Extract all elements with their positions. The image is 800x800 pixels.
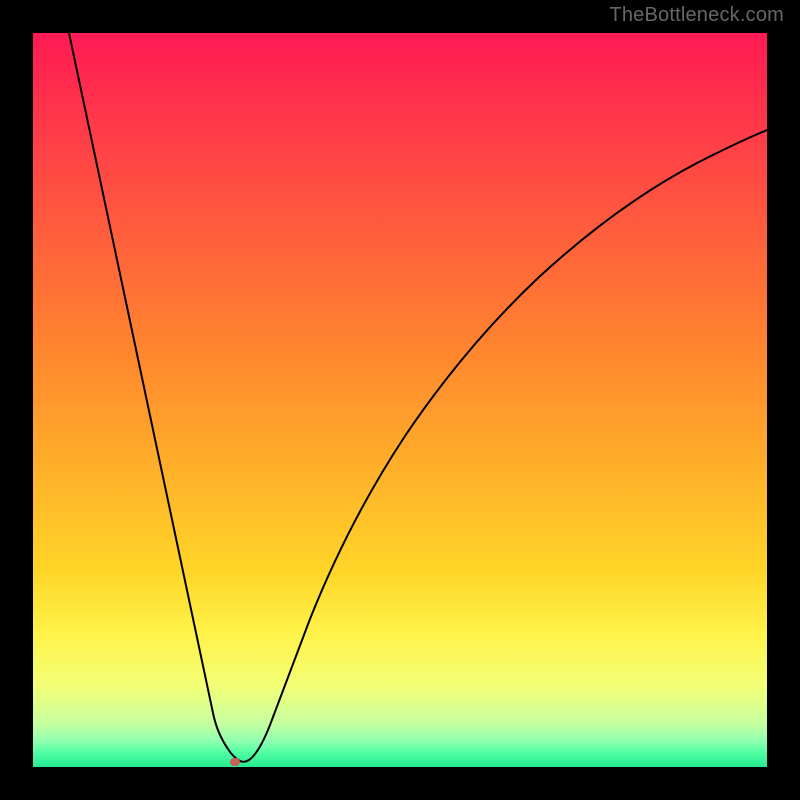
- chart-plot-area: [33, 33, 767, 767]
- bottleneck-curve: [69, 33, 767, 762]
- watermark-text: TheBottleneck.com: [609, 4, 784, 27]
- curve-minimum-marker: [230, 758, 240, 766]
- bottleneck-curve-svg: [33, 33, 767, 767]
